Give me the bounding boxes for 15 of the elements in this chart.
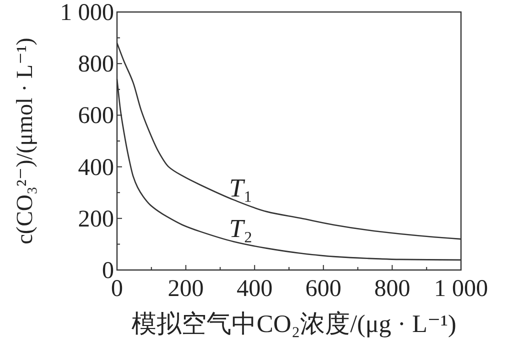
y-tick-label: 0 xyxy=(102,258,114,284)
x-tick-label: 1 000 xyxy=(434,276,488,302)
series-label: T₁ xyxy=(229,173,253,202)
y-tick-label: 200 xyxy=(78,206,114,232)
y-tick-label: 400 xyxy=(78,154,114,181)
series-label: T₂ xyxy=(229,214,253,244)
x-tick-label: 200 xyxy=(168,276,204,302)
y-tick-label: 800 xyxy=(78,52,114,78)
x-tick-label: 400 xyxy=(236,276,273,302)
x-tick-label: 800 xyxy=(374,276,410,302)
x-tick-label: 600 xyxy=(305,276,342,302)
y-axis-title: c(CO₃²⁻)/(μmol · L⁻¹) xyxy=(12,38,37,244)
y-tick-label: 600 xyxy=(78,103,114,130)
y-tick-label: 1 000 xyxy=(60,0,114,26)
x-axis-title: 模拟空气中CO₂浓度/(μg · L⁻¹) xyxy=(132,310,456,338)
